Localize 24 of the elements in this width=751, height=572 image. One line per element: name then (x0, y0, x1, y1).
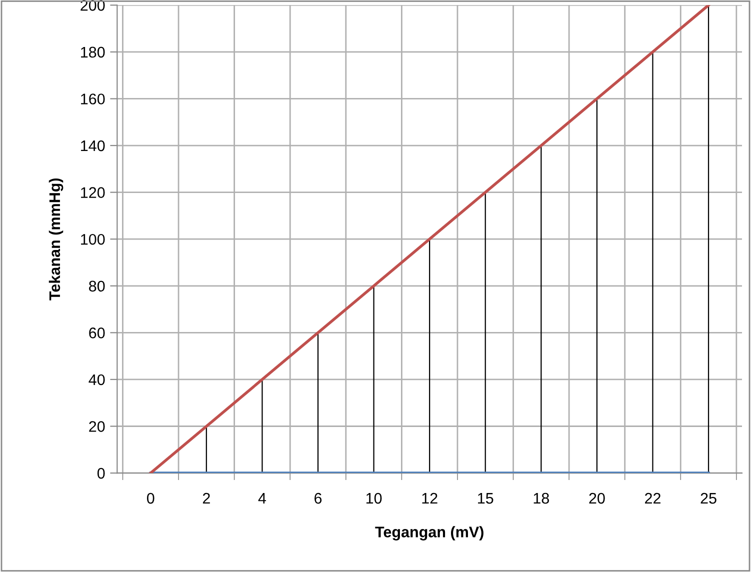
x-tick-label: 10 (366, 492, 382, 504)
y-tick-label: 80 (89, 280, 105, 292)
x-tick-label: 15 (478, 493, 494, 504)
y-tick-label: 160 (81, 94, 105, 104)
x-tick-label: 0 (146, 492, 154, 504)
x-tick-label: 12 (422, 492, 438, 504)
x-tick-label: 22 (645, 492, 660, 504)
y-tick-label: 60 (89, 328, 105, 338)
x-tick-label: 4 (258, 493, 266, 504)
y-tick-label: 40 (88, 374, 105, 386)
y-tick-label: 180 (81, 46, 105, 58)
line-series (149, 5, 710, 474)
y-tick-label: 100 (81, 234, 105, 245)
x-tick-label: 6 (314, 492, 322, 504)
y-tick-label: 140 (81, 140, 105, 152)
x-tick-label: 20 (589, 492, 605, 504)
y-axis-title: Tekanan (mmHg) (48, 178, 64, 300)
x-tick-label: 18 (534, 492, 549, 504)
y-tick-label: 20 (89, 421, 105, 432)
y-tick-label: 0 (97, 468, 105, 479)
x-tick-label: 25 (700, 492, 716, 504)
x-axis-title: Tegangan (mV) (375, 526, 484, 540)
y-tick-label: 120 (81, 187, 105, 198)
x-tick-label: 2 (202, 492, 210, 504)
